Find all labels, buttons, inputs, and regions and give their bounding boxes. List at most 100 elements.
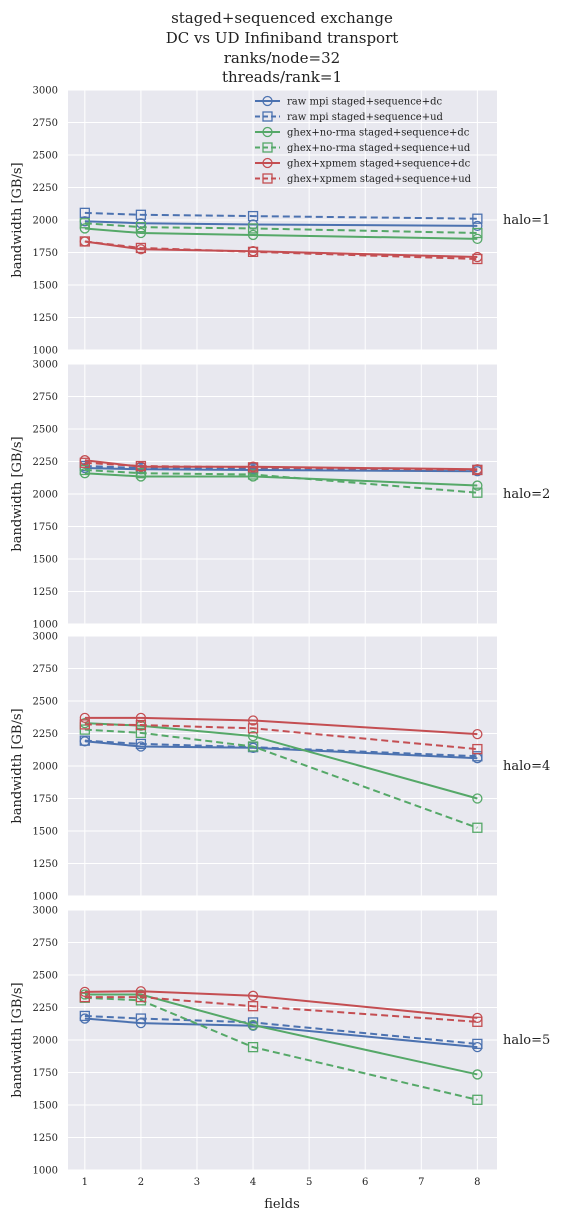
- data-point: [79, 207, 90, 219]
- data-point: [247, 229, 259, 241]
- series-6: [79, 236, 483, 265]
- panel-label: halo=4: [503, 759, 550, 774]
- data-point: [135, 986, 147, 997]
- x-tick-label: 8: [474, 1177, 480, 1188]
- series-line: [84, 461, 478, 471]
- legend-label: ghex+no-rma staged+sequence+dc: [287, 128, 470, 139]
- x-tick-label: 7: [418, 1177, 424, 1188]
- data-point: [247, 210, 259, 222]
- series-line: [84, 227, 478, 240]
- y-axis-label: bandwidth [GB/s]: [10, 162, 25, 277]
- data-point: [472, 751, 483, 762]
- series-5: [79, 712, 483, 740]
- data-point: [135, 727, 147, 738]
- y-tick-label: 2000: [33, 216, 58, 227]
- y-tick-label: 1750: [33, 522, 58, 533]
- data-point: [135, 738, 147, 750]
- y-axis-label: bandwidth [GB/s]: [10, 436, 25, 551]
- chart-panels: 1000 1250 1500 1750 2000 2250 2500 2750 3000 band…: [10, 86, 550, 1189]
- data-point: [247, 990, 259, 1001]
- series-4: [79, 218, 483, 239]
- data-point: [79, 218, 90, 229]
- data-point: [247, 469, 259, 480]
- series-line: [84, 728, 478, 829]
- legend-label: raw mpi staged+sequence+ud: [287, 112, 444, 123]
- y-tick-label: 2250: [33, 183, 58, 194]
- y-tick-label: 1000: [33, 892, 58, 903]
- panel-1: 1000 1250 1500 1750 2000 2250 2500 2750 3000 band…: [10, 86, 550, 357]
- legend-marker: [262, 142, 273, 153]
- series-6: [79, 457, 483, 476]
- series-2: [79, 1010, 483, 1050]
- series-line: [84, 1014, 478, 1045]
- y-tick-label: 1000: [33, 620, 58, 631]
- data-point: [247, 1017, 259, 1028]
- y-axis-label: bandwidth [GB/s]: [10, 982, 25, 1097]
- series-line: [84, 996, 478, 1023]
- title-line-1: staged+sequenced exchange: [171, 9, 393, 27]
- data-point: [472, 253, 483, 265]
- legend-label: raw mpi staged+sequence+dc: [287, 97, 443, 108]
- y-tick-label: 1250: [33, 313, 58, 324]
- series-line: [84, 716, 478, 736]
- legend-marker: [262, 111, 273, 122]
- series-line: [84, 990, 478, 1019]
- y-tick-label: 1250: [33, 587, 58, 598]
- y-tick-label: 2000: [33, 1036, 58, 1047]
- series-line: [84, 211, 478, 220]
- legend-label: ghex+no-rma staged+sequence+ud: [287, 143, 471, 154]
- title-line-3: ranks/node=32: [224, 49, 340, 67]
- data-point: [247, 730, 259, 742]
- series-line: [84, 467, 478, 473]
- data-point: [79, 1010, 90, 1022]
- data-point: [79, 236, 90, 247]
- title-line-4: threads/rank=1: [222, 68, 342, 86]
- y-tick-label: 2500: [33, 971, 58, 982]
- y-tick-label: 1000: [33, 346, 58, 357]
- data-point: [472, 1069, 483, 1080]
- series-3: [79, 223, 483, 245]
- series-line: [84, 468, 478, 494]
- data-point: [472, 227, 483, 239]
- figure-title: staged+sequenced exchange DC vs UD Infin…: [166, 9, 399, 86]
- y-tick-label: 2750: [33, 118, 58, 129]
- y-tick-label: 1000: [33, 1166, 58, 1177]
- title-line-2: DC vs UD Infiniband transport: [166, 29, 399, 47]
- y-tick-label: 2500: [33, 151, 58, 162]
- x-tick-label: 2: [138, 1177, 144, 1188]
- series-4: [79, 464, 483, 498]
- data-point: [135, 719, 147, 731]
- data-point: [472, 464, 483, 476]
- y-tick-label: 3000: [33, 86, 58, 97]
- y-tick-label: 2750: [33, 938, 58, 949]
- series-line: [84, 993, 478, 1076]
- y-tick-label: 1750: [33, 794, 58, 805]
- series-6: [79, 991, 483, 1027]
- y-tick-label: 3000: [33, 906, 58, 917]
- y-tick-label: 1750: [33, 1068, 58, 1079]
- panel-label: halo=5: [503, 1033, 550, 1048]
- data-point: [247, 723, 259, 734]
- legend-item: ghex+no-rma staged+sequence+ud: [255, 142, 471, 154]
- legend-item: raw mpi staged+sequence+dc: [255, 95, 443, 108]
- data-point: [135, 221, 147, 233]
- data-point: [135, 712, 147, 724]
- data-point: [472, 480, 483, 491]
- data-point: [472, 220, 483, 232]
- series-line: [84, 740, 478, 760]
- legend-label: ghex+xpmem staged+sequence+dc: [287, 159, 471, 170]
- data-point: [247, 1019, 259, 1031]
- data-point: [135, 460, 147, 472]
- y-tick-label: 2750: [33, 664, 58, 675]
- data-point: [79, 464, 90, 476]
- data-point: [247, 741, 259, 752]
- data-point: [135, 227, 147, 239]
- panel-label: halo=2: [503, 487, 550, 502]
- y-tick-label: 2250: [33, 457, 58, 468]
- data-point: [79, 719, 90, 730]
- series-line: [84, 996, 478, 1101]
- data-point: [135, 242, 147, 254]
- x-tick-label: 6: [362, 1177, 368, 1188]
- y-tick-label: 3000: [33, 360, 58, 371]
- x-tick-label: 4: [250, 1177, 256, 1188]
